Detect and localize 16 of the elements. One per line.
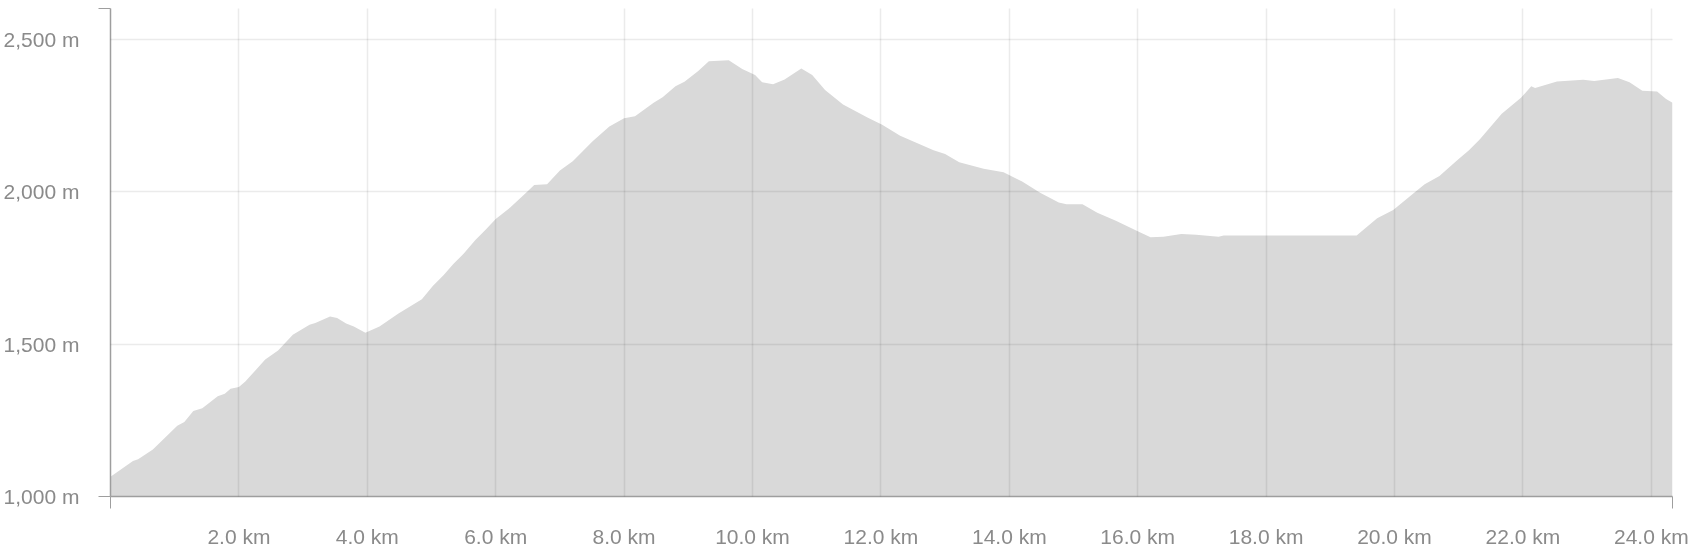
x-tick-label: 8.0 km — [592, 524, 656, 548]
y-tick-label: 2,000 m — [3, 180, 80, 203]
x-tick-label: 16.0 km — [1100, 524, 1176, 548]
x-tick-label: 2.0 km — [207, 524, 271, 548]
x-tick-label: 10.0 km — [715, 524, 790, 548]
y-tick-label: 1,500 m — [3, 332, 80, 356]
y-tick-label: 2,500 m — [3, 27, 80, 51]
x-tick-label: 22.0 km — [1485, 524, 1561, 548]
x-tick-label: 14.0 km — [971, 524, 1047, 548]
x-tick-label: 12.0 km — [843, 524, 919, 548]
y-tick-label: 1,000 m — [3, 485, 80, 508]
x-tick-label: 4.0 km — [335, 524, 399, 548]
x-tick-label: 18.0 km — [1228, 524, 1304, 548]
x-tick-label: 20.0 km — [1357, 524, 1432, 548]
x-tick-label: 24.0 km — [1613, 524, 1689, 548]
x-tick-label: 6.0 km — [464, 524, 528, 548]
